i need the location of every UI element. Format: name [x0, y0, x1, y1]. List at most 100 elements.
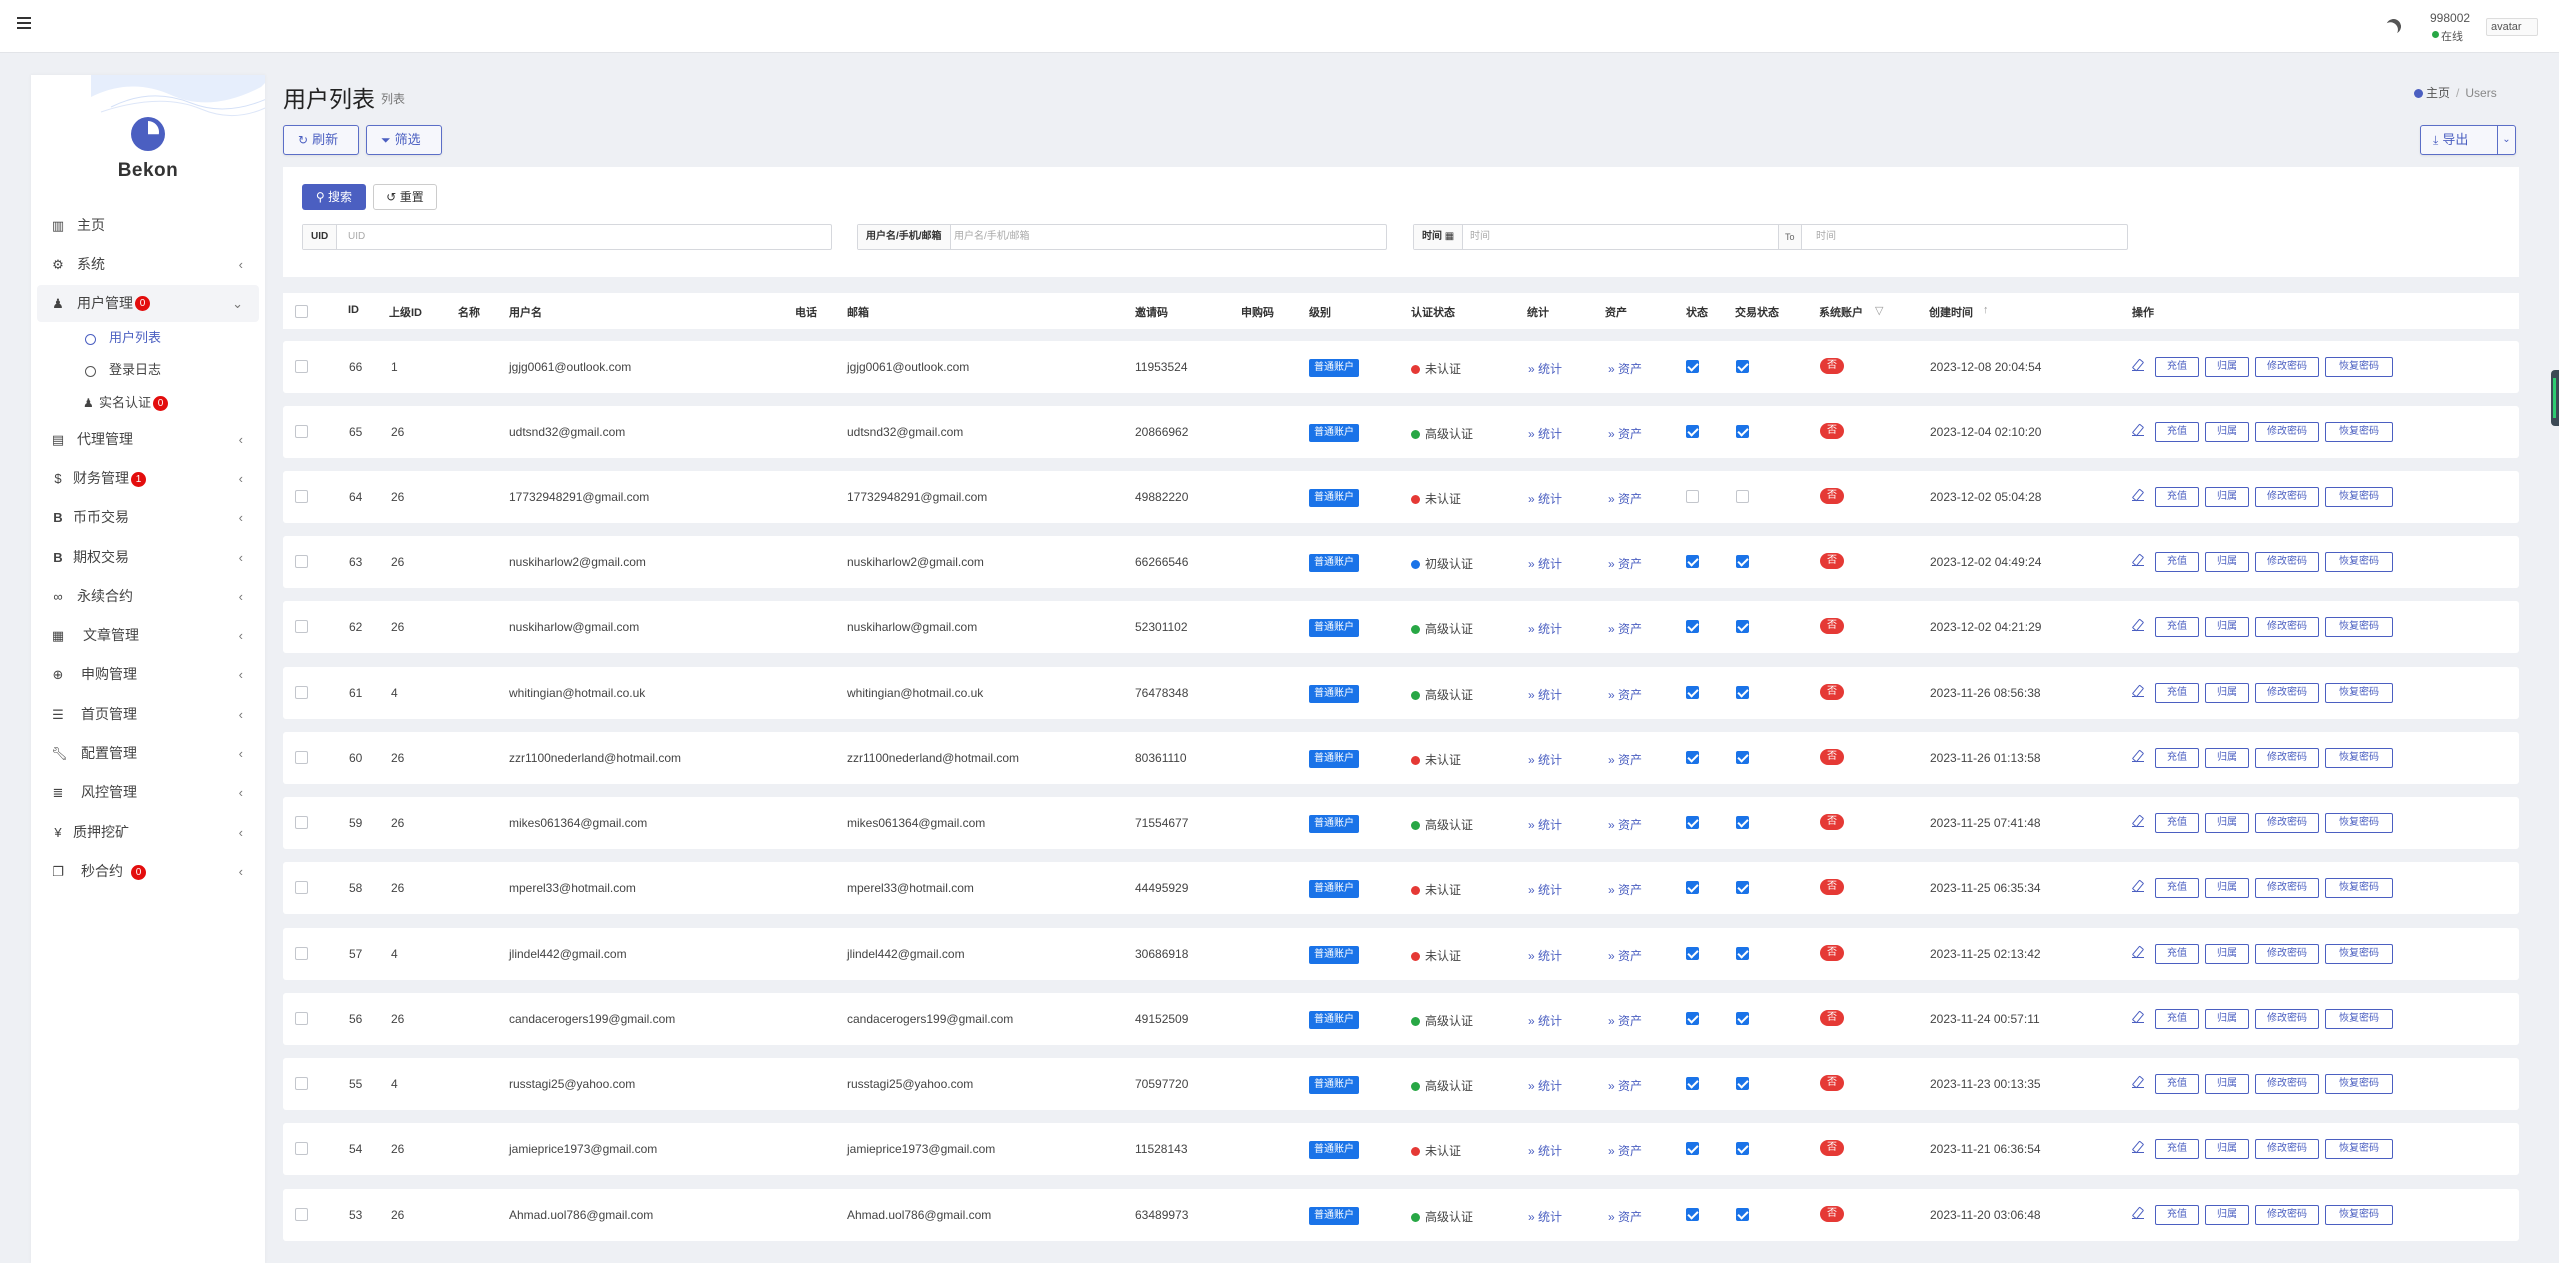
recharge-button[interactable]: 充值: [2155, 1139, 2199, 1159]
edit-icon[interactable]: [2132, 685, 2144, 697]
row-select-checkbox[interactable]: [295, 947, 308, 960]
restore-password-button[interactable]: 恢复密码: [2325, 422, 2393, 442]
recharge-button[interactable]: 充值: [2155, 1074, 2199, 1094]
restore-password-button[interactable]: 恢复密码: [2325, 683, 2393, 703]
change-password-button[interactable]: 修改密码: [2255, 1139, 2319, 1159]
row-select-checkbox[interactable]: [295, 620, 308, 633]
stats-link[interactable]: » 统计: [1528, 688, 1563, 702]
restore-password-button[interactable]: 恢复密码: [2325, 617, 2393, 637]
edit-icon[interactable]: [2132, 750, 2144, 762]
assign-owner-button[interactable]: 归属: [2205, 813, 2249, 833]
sidebar-item-option-trade[interactable]: B 期权交易 ‹: [31, 538, 265, 577]
trade-status-checkbox[interactable]: [1736, 360, 1749, 373]
column-header-phone[interactable]: 电话: [795, 307, 817, 319]
stats-link[interactable]: » 统计: [1528, 818, 1563, 832]
trade-status-checkbox[interactable]: [1736, 555, 1749, 568]
trade-status-checkbox[interactable]: [1736, 751, 1749, 764]
select-all-checkbox[interactable]: [295, 305, 308, 318]
stats-link[interactable]: » 统计: [1528, 1079, 1563, 1093]
assign-owner-button[interactable]: 归属: [2205, 552, 2249, 572]
column-header-parent-id[interactable]: 上级ID: [389, 307, 422, 319]
sidebar-item-home[interactable]: ▥ 主页: [31, 206, 265, 245]
trade-status-checkbox[interactable]: [1736, 1012, 1749, 1025]
status-checkbox[interactable]: [1686, 816, 1699, 829]
restore-password-button[interactable]: 恢复密码: [2325, 552, 2393, 572]
recharge-button[interactable]: 充值: [2155, 1009, 2199, 1029]
column-header-invite-code[interactable]: 邀请码: [1135, 307, 1168, 319]
assets-link[interactable]: » 资产: [1608, 818, 1643, 832]
column-header-created[interactable]: 创建时间: [1929, 307, 1973, 319]
assign-owner-button[interactable]: 归属: [2205, 487, 2249, 507]
sidebar-subitem-login-log[interactable]: 登录日志: [31, 354, 265, 387]
uid-input[interactable]: UID: [348, 231, 366, 242]
breadcrumb-home[interactable]: 主页: [2426, 86, 2451, 100]
stats-link[interactable]: » 统计: [1528, 1210, 1563, 1224]
assign-owner-button[interactable]: 归属: [2205, 422, 2249, 442]
restore-password-button[interactable]: 恢复密码: [2325, 1009, 2393, 1029]
restore-password-button[interactable]: 恢复密码: [2325, 1205, 2393, 1225]
column-header-subscribe-code[interactable]: 申购码: [1241, 307, 1274, 319]
assets-link[interactable]: » 资产: [1608, 1079, 1643, 1093]
status-checkbox[interactable]: [1686, 1077, 1699, 1090]
export-dropdown-caret-icon[interactable]: ⌄: [2497, 126, 2515, 154]
edit-icon[interactable]: [2132, 1141, 2144, 1153]
status-checkbox[interactable]: [1686, 1012, 1699, 1025]
status-checkbox[interactable]: [1686, 555, 1699, 568]
time-range-field[interactable]: 时间 ▦ 时间 To 时间: [1413, 224, 2128, 250]
assets-link[interactable]: » 资产: [1608, 427, 1643, 441]
row-select-checkbox[interactable]: [295, 555, 308, 568]
trade-status-checkbox[interactable]: [1736, 425, 1749, 438]
reset-button[interactable]: ↺ 重置: [373, 184, 437, 210]
column-header-name[interactable]: 名称: [458, 307, 480, 319]
recharge-button[interactable]: 充值: [2155, 683, 2199, 703]
change-password-button[interactable]: 修改密码: [2255, 357, 2319, 377]
column-header-system-account[interactable]: 系统账户: [1819, 307, 1863, 319]
assets-link[interactable]: » 资产: [1608, 1014, 1643, 1028]
uid-field[interactable]: UID UID: [302, 224, 832, 250]
sidebar-item-perpetual[interactable]: ∞ 永续合约 ‹: [31, 577, 265, 616]
assign-owner-button[interactable]: 归属: [2205, 1205, 2249, 1225]
sidebar-item-homepage[interactable]: ☰ 首页管理 ‹: [31, 695, 265, 734]
stats-link[interactable]: » 统计: [1528, 362, 1563, 376]
trade-status-checkbox[interactable]: [1736, 490, 1749, 503]
recharge-button[interactable]: 充值: [2155, 617, 2199, 637]
menu-toggle-icon[interactable]: [17, 17, 31, 29]
change-password-button[interactable]: 修改密码: [2255, 748, 2319, 768]
search-button[interactable]: ⚲ 搜索: [302, 184, 366, 210]
row-select-checkbox[interactable]: [295, 816, 308, 829]
filter-icon[interactable]: ▽: [1875, 305, 1884, 317]
assign-owner-button[interactable]: 归属: [2205, 878, 2249, 898]
time-to-input[interactable]: 时间: [1816, 231, 1836, 242]
assign-owner-button[interactable]: 归属: [2205, 1074, 2249, 1094]
column-header-stats[interactable]: 统计: [1527, 307, 1549, 319]
change-password-button[interactable]: 修改密码: [2255, 552, 2319, 572]
status-checkbox[interactable]: [1686, 490, 1699, 503]
sidebar-subitem-user-list[interactable]: 用户列表: [31, 322, 265, 355]
export-button[interactable]: ⤓ 导出 ⌄: [2420, 125, 2516, 155]
trade-status-checkbox[interactable]: [1736, 947, 1749, 960]
edit-icon[interactable]: [2132, 815, 2144, 827]
time-from-input[interactable]: 时间: [1470, 231, 1490, 242]
change-password-button[interactable]: 修改密码: [2255, 813, 2319, 833]
stats-link[interactable]: » 统计: [1528, 622, 1563, 636]
assets-link[interactable]: » 资产: [1608, 1144, 1643, 1158]
edit-icon[interactable]: [2132, 554, 2144, 566]
recharge-button[interactable]: 充值: [2155, 487, 2199, 507]
row-select-checkbox[interactable]: [295, 425, 308, 438]
sidebar-item-user-management[interactable]: ♟ 用户管理 0 ⌄: [37, 284, 259, 322]
trade-status-checkbox[interactable]: [1736, 881, 1749, 894]
trade-status-checkbox[interactable]: [1736, 686, 1749, 699]
avatar[interactable]: avatar: [2486, 18, 2538, 36]
trade-status-checkbox[interactable]: [1736, 1077, 1749, 1090]
change-password-button[interactable]: 修改密码: [2255, 878, 2319, 898]
assign-owner-button[interactable]: 归属: [2205, 617, 2249, 637]
restore-password-button[interactable]: 恢复密码: [2325, 944, 2393, 964]
assets-link[interactable]: » 资产: [1608, 883, 1643, 897]
column-header-trade-status[interactable]: 交易状态: [1735, 307, 1779, 319]
user-search-input[interactable]: 用户名/手机/邮箱: [954, 231, 1030, 242]
edit-icon[interactable]: [2132, 359, 2144, 371]
change-password-button[interactable]: 修改密码: [2255, 487, 2319, 507]
status-checkbox[interactable]: [1686, 1142, 1699, 1155]
sidebar-item-config[interactable]: 🔧︎ 配置管理 ‹: [31, 734, 265, 773]
status-checkbox[interactable]: [1686, 425, 1699, 438]
